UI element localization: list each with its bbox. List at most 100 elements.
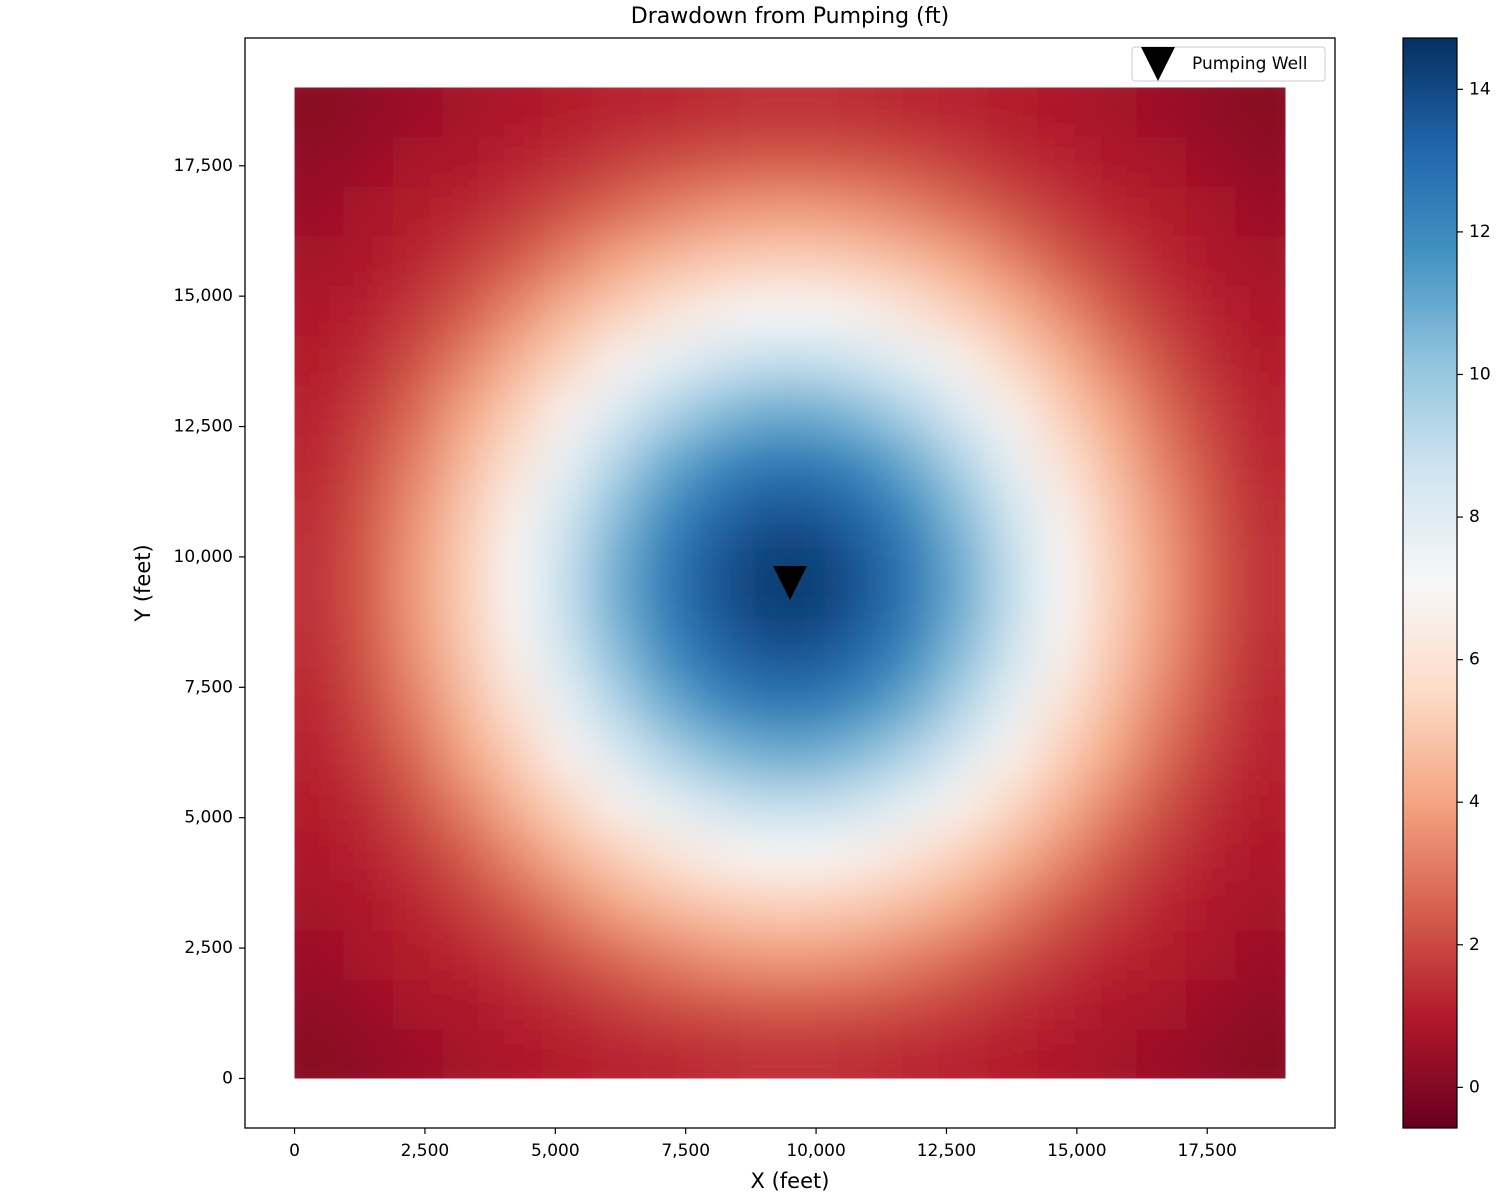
heat-cell xyxy=(839,879,890,931)
well-marker xyxy=(773,566,807,600)
heat-cell xyxy=(442,334,494,386)
heat-cell xyxy=(987,334,1039,386)
heat-cell xyxy=(492,582,543,634)
heat-cell xyxy=(1235,384,1286,435)
heat-cell xyxy=(1136,731,1187,782)
colorbar-tick-label: 14 xyxy=(1469,79,1491,99)
colorbar-tick-label: 6 xyxy=(1469,650,1480,670)
heat-cell xyxy=(1136,879,1187,931)
heat-cell xyxy=(987,186,1039,237)
heat-cell xyxy=(1136,384,1187,435)
heat-cell xyxy=(938,582,989,634)
heat-cell xyxy=(591,532,642,584)
heat-cell xyxy=(393,235,444,287)
heat-cell xyxy=(541,582,593,634)
heat-cell xyxy=(591,731,642,782)
heat-cell xyxy=(492,1028,543,1079)
heat-cell xyxy=(690,780,741,832)
heat-cell xyxy=(1037,532,1088,584)
heat-cell xyxy=(1037,285,1088,336)
heat-cell xyxy=(1086,186,1138,237)
heat-cell xyxy=(393,632,444,683)
heat-cell xyxy=(739,879,791,931)
heat-cell xyxy=(1185,929,1237,980)
heat-cell xyxy=(1136,929,1187,980)
heat-cell xyxy=(789,87,841,138)
heat-cell xyxy=(294,978,345,1030)
heat-cell xyxy=(690,483,741,534)
heat-cell xyxy=(294,235,345,287)
heat-cell xyxy=(789,582,841,634)
heat-cell xyxy=(1235,285,1286,336)
heat-cell xyxy=(938,978,989,1030)
heat-cell xyxy=(492,186,543,237)
heat-cell xyxy=(888,582,940,634)
heat-cell xyxy=(1086,681,1138,733)
heat-cell xyxy=(690,731,741,782)
heat-cell xyxy=(789,285,841,336)
heat-cell xyxy=(739,87,791,138)
heat-cell xyxy=(541,780,593,832)
heat-cell xyxy=(1185,483,1237,534)
heat-cell xyxy=(839,830,890,881)
heat-cell xyxy=(541,830,593,881)
heat-cell xyxy=(987,483,1039,534)
heat-cell xyxy=(690,681,741,733)
heat-cell xyxy=(1037,929,1088,980)
heat-cell xyxy=(789,978,841,1030)
heat-cell xyxy=(541,334,593,386)
heat-cell xyxy=(1185,136,1237,188)
heat-cell xyxy=(591,879,642,931)
heat-cell xyxy=(690,235,741,287)
heat-cell xyxy=(1037,136,1088,188)
y-tick-label: 12,500 xyxy=(174,417,233,437)
heat-cell xyxy=(541,186,593,237)
x-tick-label: 5,000 xyxy=(531,1141,580,1161)
heat-cell xyxy=(442,978,494,1030)
heat-cell xyxy=(1037,334,1088,386)
heat-cell xyxy=(640,978,692,1030)
heat-cell xyxy=(640,532,692,584)
legend-box xyxy=(1131,46,1326,82)
heat-cell xyxy=(839,186,890,237)
heat-cell xyxy=(987,235,1039,287)
heat-cell xyxy=(739,731,791,782)
heat-cell xyxy=(739,681,791,733)
heat-cell xyxy=(294,87,345,138)
heat-cell xyxy=(492,235,543,287)
heat-cell xyxy=(393,136,444,188)
heat-cell xyxy=(839,87,890,138)
heat-cell xyxy=(1037,731,1088,782)
heat-cell xyxy=(640,582,692,634)
heat-cell xyxy=(1235,483,1286,534)
heat-cell xyxy=(1086,235,1138,287)
heat-cell xyxy=(938,879,989,931)
heat-cell xyxy=(294,136,345,188)
heatmap xyxy=(294,87,1286,1079)
colorbar xyxy=(1402,37,1458,1129)
heat-cell xyxy=(294,830,345,881)
heat-cell xyxy=(640,384,692,435)
heat-cell xyxy=(739,830,791,881)
heat-cell xyxy=(1037,632,1088,683)
heat-cell xyxy=(591,186,642,237)
heat-cell xyxy=(1136,978,1187,1030)
heat-cell xyxy=(492,681,543,733)
heat-cell xyxy=(987,532,1039,584)
heat-cell xyxy=(938,334,989,386)
heat-cell xyxy=(343,929,395,980)
heat-cell xyxy=(938,632,989,683)
heat-cell xyxy=(541,235,593,287)
heat-cell xyxy=(1185,1028,1237,1079)
heat-cell xyxy=(541,285,593,336)
heat-cell xyxy=(1037,879,1088,931)
heat-cell xyxy=(442,731,494,782)
heat-cell xyxy=(739,384,791,435)
heat-cell xyxy=(839,1028,890,1079)
heat-cell xyxy=(888,532,940,584)
heat-cell xyxy=(591,433,642,485)
heat-cell xyxy=(789,483,841,534)
heat-cell xyxy=(938,681,989,733)
heat-cell xyxy=(888,879,940,931)
heat-cell xyxy=(442,87,494,138)
